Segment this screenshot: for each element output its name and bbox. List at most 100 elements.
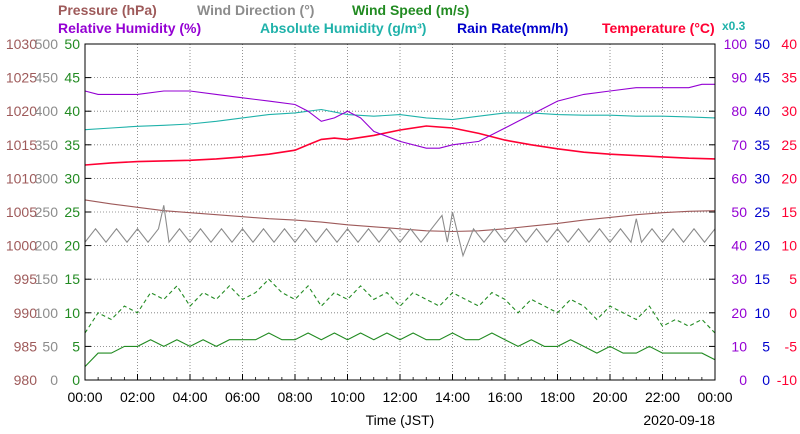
- y-tick-label-right: 10: [731, 338, 747, 354]
- y-tick-label-left: 250: [35, 204, 59, 220]
- x-tick-label: 02:00: [120, 389, 155, 405]
- series-temperature: [84, 125, 716, 166]
- y-tick-label-right: 20: [731, 305, 747, 321]
- y-tick-label-right: 30: [731, 271, 747, 287]
- legend-header: Pressure (hPa) Wind Direction (°) Wind Spe…: [58, 2, 746, 36]
- x-tick-label: 08:00: [277, 389, 312, 405]
- y-tick-label-left: 1015: [6, 137, 37, 153]
- y-tick-label-left: 1005: [6, 204, 37, 220]
- series-rel-humidity: [84, 83, 715, 149]
- x-tick-label: 12:00: [382, 389, 417, 405]
- legend-entry: Rain Rate(mm/h): [457, 20, 568, 36]
- y-tick-label-right: 90: [731, 70, 747, 86]
- y-tick-label-left: 400: [35, 103, 59, 119]
- legend-entry: Absolute Humidity (g/m³): [260, 20, 426, 36]
- y-tick-label-right: 100: [724, 36, 748, 52]
- y-tick-label-left: 150: [35, 271, 59, 287]
- series-abs-humidity: [84, 108, 716, 131]
- y-tick-label-right: 10: [754, 305, 770, 321]
- x-tick-label: 14:00: [435, 389, 470, 405]
- y-tick-label-right: 50: [754, 36, 770, 52]
- y-tick-label-right: 15: [754, 271, 770, 287]
- x-axis-label: Time (JST): [366, 412, 435, 428]
- y-tick-label-left: 1000: [6, 238, 37, 254]
- y-tick-label-left: 20: [64, 238, 80, 254]
- y-tick-label-right: 10: [781, 238, 797, 254]
- y-tick-label-right: 35: [781, 70, 797, 86]
- plot-grid: [85, 44, 715, 380]
- y-tick-label-left: 1025: [6, 70, 37, 86]
- y-tick-label-right: 60: [731, 170, 747, 186]
- y-tick-label-left: 45: [64, 70, 80, 86]
- y-tick-label-left: 10: [64, 305, 80, 321]
- y-tick-label-left: 985: [14, 338, 38, 354]
- series-pressure: [84, 199, 716, 233]
- y-tick-label-right: 40: [731, 238, 747, 254]
- legend-entry: Pressure (hPa): [58, 2, 157, 18]
- y-tick-label-left: 1010: [6, 170, 37, 186]
- x-tick-label: 22:00: [645, 389, 680, 405]
- legend-entry: Wind Speed (m/s): [352, 2, 469, 18]
- y-tick-label-left: 25: [64, 204, 80, 220]
- legend-entry: Relative Humidity (%): [58, 20, 201, 36]
- x-tick-label: 18:00: [540, 389, 575, 405]
- plot-series: [84, 83, 716, 367]
- y-tick-label-left: 990: [14, 305, 38, 321]
- legend-entry: x0.3: [722, 19, 746, 33]
- y-tick-label-left: 0: [50, 372, 58, 388]
- x-tick-label: 16:00: [487, 389, 522, 405]
- y-tick-label-right: 50: [731, 204, 747, 220]
- y-tick-label-left: 0: [72, 372, 80, 388]
- y-tick-label-left: 1020: [6, 103, 37, 119]
- y-tick-label-right: 45: [754, 70, 770, 86]
- date-label: 2020-09-18: [643, 412, 715, 428]
- y-tick-label-right: 35: [754, 137, 770, 153]
- y-tick-label-right: 5: [789, 271, 797, 287]
- y-tick-label-left: 5: [72, 338, 80, 354]
- y-tick-label-right: 80: [731, 103, 747, 119]
- y-tick-label-left: 200: [35, 238, 59, 254]
- y-tick-label-right: 5: [762, 338, 770, 354]
- y-tick-label-left: 15: [64, 271, 80, 287]
- x-tick-label: 00:00: [67, 389, 102, 405]
- y-tick-label-right: 70: [731, 137, 747, 153]
- y-tick-label-left: 350: [35, 137, 59, 153]
- y-tick-label-right: 25: [754, 204, 770, 220]
- x-axis: 00:00 02:00 04:00 06:00 08:00 10:00 12:00 14:00…: [67, 374, 733, 405]
- y-tick-label-left: 50: [42, 338, 58, 354]
- y-tick-label-right: 40: [781, 36, 797, 52]
- y-tick-label-right: 0: [739, 372, 747, 388]
- right-axes: 1009080706050403020100504540353025201510…: [724, 36, 798, 388]
- legend-entry: Temperature (°C): [602, 20, 715, 36]
- y-tick-label-left: 500: [35, 36, 59, 52]
- y-tick-label-right: 20: [754, 238, 770, 254]
- series-wind-speed-gust: [84, 278, 716, 334]
- x-tick-label: 10:00: [330, 389, 365, 405]
- x-tick-label: 00:00: [697, 389, 732, 405]
- y-tick-label-left: 30: [64, 170, 80, 186]
- y-tick-label-left: 300: [35, 170, 59, 186]
- y-tick-label-right: -10: [777, 372, 797, 388]
- y-tick-label-right: 20: [781, 170, 797, 186]
- y-tick-label-left: 1030: [6, 36, 37, 52]
- y-tick-label-right: 15: [781, 204, 797, 220]
- y-tick-label-left: 450: [35, 70, 59, 86]
- y-tick-label-left: 40: [64, 103, 80, 119]
- y-tick-label-left: 35: [64, 137, 80, 153]
- x-tick-label: 04:00: [172, 389, 207, 405]
- y-tick-label-right: 0: [762, 372, 770, 388]
- series-wind-direction: [84, 205, 716, 258]
- x-tick-label: 06:00: [225, 389, 260, 405]
- left-axes: 1030102510201015101010051000995990985980…: [6, 36, 715, 388]
- y-tick-label-left: 100: [35, 305, 59, 321]
- series-wind-speed-mean: [84, 332, 716, 367]
- y-tick-label-left: 980: [14, 372, 38, 388]
- y-tick-label-right: -5: [785, 338, 798, 354]
- y-tick-label-right: 25: [781, 137, 797, 153]
- y-tick-label-right: 0: [789, 305, 797, 321]
- x-tick-label: 20:00: [592, 389, 627, 405]
- y-tick-label-right: 40: [754, 103, 770, 119]
- y-tick-label-right: 30: [781, 103, 797, 119]
- y-tick-label-left: 995: [14, 271, 38, 287]
